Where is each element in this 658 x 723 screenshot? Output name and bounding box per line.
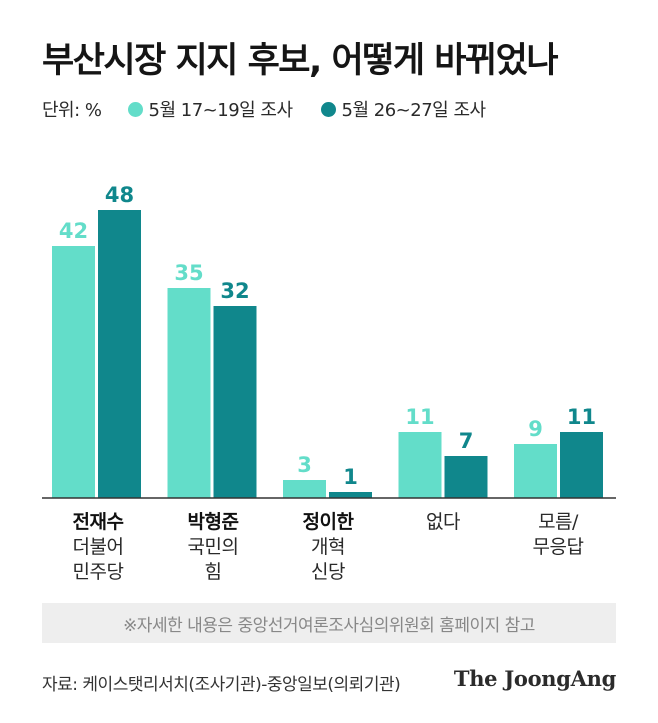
candidate-name: 전재수 [72, 511, 124, 533]
bar-series2-cat4 [560, 432, 603, 498]
data-label-series1-cat4: 9 [528, 417, 543, 441]
publisher-logo: The JoongAng [453, 666, 616, 691]
data-label-series1-cat2: 3 [297, 453, 312, 477]
data-label-series2-cat3: 7 [459, 429, 474, 453]
bar-series1-cat4 [514, 444, 557, 498]
data-label-series2-cat4: 11 [567, 405, 596, 429]
bar-series2-cat0 [98, 210, 141, 498]
candidate-name: 박형준 [187, 511, 239, 533]
legend-item-series2: 5월 26~27일 조사 [320, 96, 487, 122]
data-label-series1-cat0: 42 [59, 219, 88, 243]
legend-label-series1: 5월 17~19일 조사 [148, 100, 294, 121]
legend-swatch-series1 [127, 101, 143, 117]
footnote: ※자세한 내용은 중앙선거여론조사심의위원회 홈페이지 참고 [42, 603, 616, 643]
data-label-series1-cat1: 35 [174, 261, 203, 285]
data-label-series2-cat1: 32 [220, 279, 249, 303]
candidate-name: 정이한 [302, 511, 354, 533]
party-name: 개혁 신당 [311, 536, 345, 583]
category-label-2: 정이한 개혁 신당 [273, 510, 383, 585]
category-text: 모름/ 무응답 [532, 511, 584, 558]
bar-series1-cat0 [52, 246, 95, 498]
chart-title: 부산시장 지지 후보, 어떻게 바뀌었나 [42, 41, 559, 81]
data-label-series2-cat0: 48 [105, 183, 134, 207]
legend: 단위: % 5월 17~19일 조사 5월 26~27일 조사 [42, 96, 514, 122]
category-label-1: 박형준 국민의 힘 [158, 510, 268, 585]
bar-series1-cat1 [167, 288, 211, 498]
data-label-series1-cat3: 11 [405, 405, 434, 429]
legend-label-series2: 5월 26~27일 조사 [341, 100, 487, 121]
category-label-4: 모름/ 무응답 [503, 510, 613, 560]
bar-series1-cat3 [398, 432, 442, 498]
legend-item-series1: 5월 17~19일 조사 [127, 96, 294, 122]
bar-series2-cat1 [213, 306, 257, 498]
bar-series2-cat3 [444, 456, 488, 498]
legend-swatch-series2 [320, 101, 336, 117]
source-credit: 자료: 케이스탯리서치(조사기관)-중앙일보(의뢰기관) [42, 675, 401, 695]
bar-series1-cat2 [283, 480, 326, 498]
party-name: 국민의 힘 [187, 536, 239, 583]
data-label-series2-cat2: 1 [343, 465, 358, 489]
category-text: 없다 [426, 511, 460, 533]
category-label-3: 없다 [388, 510, 498, 535]
unit-label: 단위: % [42, 100, 102, 121]
party-name: 더불어 민주당 [72, 536, 124, 583]
category-label-0: 전재수 더불어 민주당 [43, 510, 153, 585]
bar-series2-cat2 [329, 492, 372, 498]
